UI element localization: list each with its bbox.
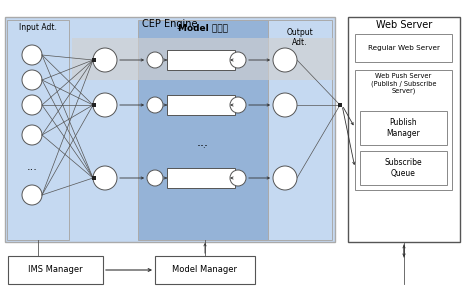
Circle shape [22,95,42,115]
Circle shape [230,170,246,186]
Text: Model 실행기: Model 실행기 [178,23,228,32]
FancyBboxPatch shape [167,168,235,188]
Text: Input Adt.: Input Adt. [19,23,57,32]
FancyBboxPatch shape [8,256,103,284]
FancyBboxPatch shape [360,111,447,145]
Text: Model Manager: Model Manager [173,266,238,275]
Circle shape [230,52,246,68]
FancyBboxPatch shape [360,151,447,185]
Text: IMS Manager: IMS Manager [28,266,83,275]
Circle shape [22,185,42,205]
Text: Publish
Manager: Publish Manager [387,118,420,138]
Circle shape [22,45,42,65]
Bar [92,58,96,62]
Circle shape [93,48,117,72]
Circle shape [93,166,117,190]
Circle shape [273,166,297,190]
Circle shape [22,125,42,145]
Circle shape [22,70,42,90]
Text: Web Server: Web Server [376,20,432,30]
Circle shape [230,97,246,113]
Text: Web Push Server
(Publish / Subscribe
Server): Web Push Server (Publish / Subscribe Ser… [371,73,436,95]
Text: CEP Engine: CEP Engine [142,19,198,29]
FancyBboxPatch shape [355,34,452,62]
Circle shape [147,52,163,68]
FancyBboxPatch shape [355,70,452,190]
FancyBboxPatch shape [5,17,335,242]
FancyBboxPatch shape [7,20,69,240]
Bar [92,176,96,180]
Circle shape [273,93,297,117]
FancyBboxPatch shape [268,20,332,240]
FancyBboxPatch shape [138,20,268,240]
Bar [92,103,96,107]
Text: ...: ... [26,162,38,172]
FancyBboxPatch shape [167,95,235,115]
Text: ...: ... [197,135,209,148]
Text: .: . [202,140,204,150]
Text: Subscribe
Queue: Subscribe Queue [385,158,422,178]
Bar [338,103,342,107]
Circle shape [147,170,163,186]
FancyBboxPatch shape [72,38,334,80]
Circle shape [147,97,163,113]
Circle shape [273,48,297,72]
Text: Regular Web Server: Regular Web Server [368,45,439,51]
FancyBboxPatch shape [155,256,255,284]
Text: Output
Adt.: Output Adt. [287,28,313,47]
Circle shape [93,93,117,117]
FancyBboxPatch shape [348,17,460,242]
FancyBboxPatch shape [167,50,235,70]
